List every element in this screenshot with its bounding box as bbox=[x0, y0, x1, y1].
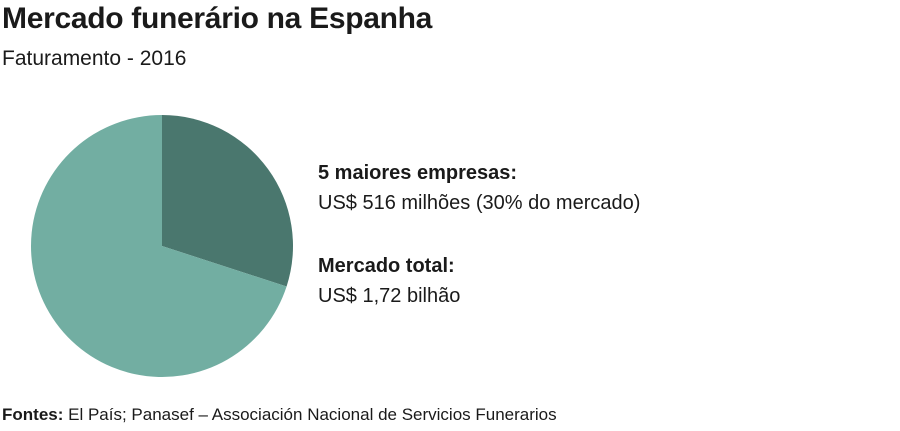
annotation-total-market-label: Mercado total: bbox=[318, 255, 455, 277]
pie-slice-0 bbox=[162, 115, 293, 287]
annotation-top-companies: 5 maiores empresas: US$ 516 milhões (30%… bbox=[318, 160, 640, 216]
chart-title: Mercado funerário na Espanha bbox=[2, 2, 433, 35]
chart-subtitle: Faturamento - 2016 bbox=[2, 47, 187, 70]
pie-chart bbox=[31, 115, 293, 377]
annotation-top-companies-value: US$ 516 milhões (30% do mercado) bbox=[318, 192, 641, 214]
source-note: Fontes: El País; Panasef – Associación N… bbox=[2, 404, 557, 426]
annotation-total-market-value: US$ 1,72 bilhão bbox=[318, 285, 461, 307]
pie-slice-1 bbox=[31, 115, 287, 377]
annotation-top-companies-label: 5 maiores empresas: bbox=[318, 162, 518, 184]
source-text: El País; Panasef – Associación Nacional … bbox=[63, 405, 557, 424]
annotation-total-market: Mercado total: US$ 1,72 bilhão bbox=[318, 253, 460, 309]
source-label: Fontes: bbox=[2, 405, 64, 424]
